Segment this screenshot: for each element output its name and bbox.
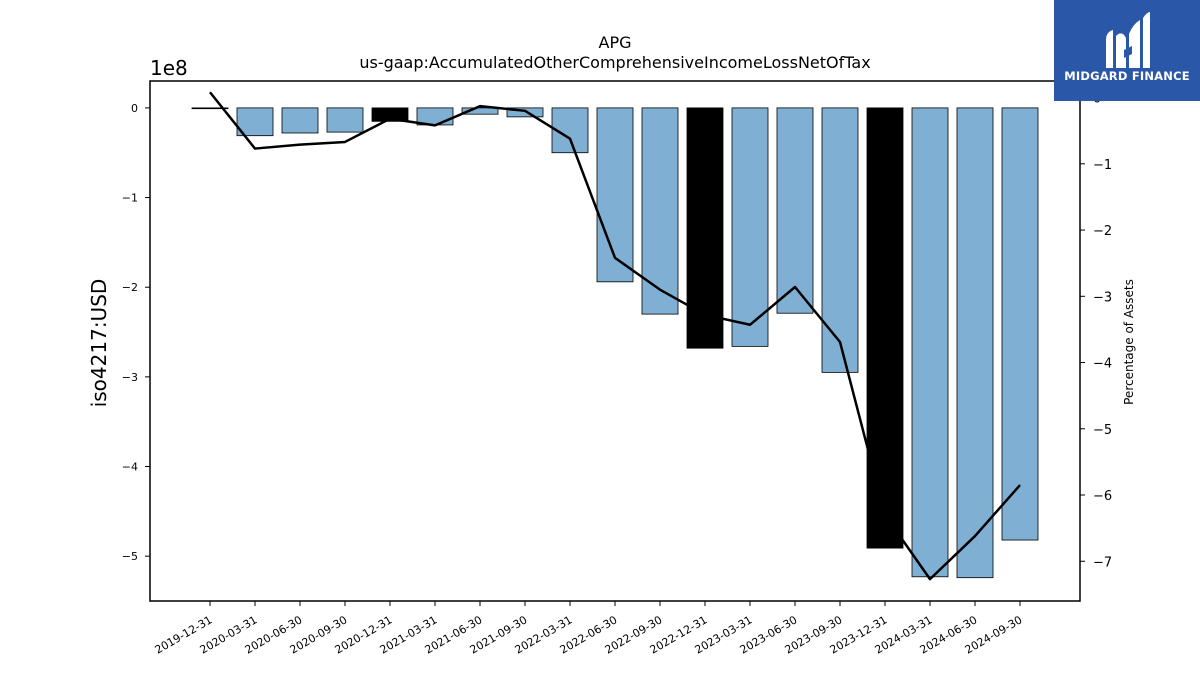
bar-2023-12-31 [866, 107, 904, 549]
bar-2023-09-30 [821, 107, 859, 373]
y-tick-label: 0 [131, 102, 138, 115]
bar-2024-03-31 [911, 107, 949, 578]
y-axis-label: iso4217:USD [87, 279, 111, 408]
bar-2021-09-30 [506, 107, 544, 118]
bars-layer [191, 107, 1039, 579]
y2-tick-label: −7 [1093, 555, 1112, 570]
y2-tick-label: −1 [1093, 158, 1112, 173]
midgard-finance-logo: MIDGARD FINANCE [1054, 0, 1200, 101]
y2-tick-label: −6 [1093, 489, 1112, 504]
bar-2022-12-31 [686, 107, 724, 349]
y2-tick-label: −2 [1093, 224, 1112, 239]
y2-tick-label: −3 [1093, 290, 1112, 305]
bar-2023-03-31 [731, 107, 769, 347]
y-tick-label: −3 [122, 371, 138, 384]
chart-subtitle: us-gaap:AccumulatedOtherComprehensiveInc… [359, 53, 870, 72]
bar-2022-09-30 [641, 107, 679, 315]
bar-2020-12-31 [371, 107, 409, 122]
bar-2020-06-30 [281, 107, 319, 134]
y-tick-label: −1 [122, 192, 138, 205]
bar-2023-06-30 [776, 107, 814, 314]
bar-2020-03-31 [236, 107, 274, 137]
bar-2020-09-30 [326, 107, 364, 133]
y2-tick-label: −5 [1093, 423, 1112, 438]
midgard-m-icon [1106, 12, 1150, 68]
chart-title: APG [599, 33, 632, 52]
plot-frame [149, 80, 1081, 602]
line-layer [209, 91, 1021, 581]
y2-axis-label: Percentage of Assets [1122, 279, 1136, 405]
bar-2021-06-30 [461, 107, 499, 115]
y2-tick-label: −4 [1093, 357, 1112, 372]
bar-2024-09-30 [1001, 107, 1039, 541]
bar-2022-06-30 [596, 107, 634, 283]
bar-2019-12-31 [191, 107, 229, 110]
logo-text: MIDGARD FINANCE [1064, 69, 1190, 83]
bar-2024-06-30 [956, 107, 994, 579]
y-tick-label: −2 [122, 281, 138, 294]
y-tick-label: −5 [122, 550, 138, 563]
y-tick-label: −4 [122, 461, 138, 474]
y-offset-label: 1e8 [150, 56, 188, 80]
